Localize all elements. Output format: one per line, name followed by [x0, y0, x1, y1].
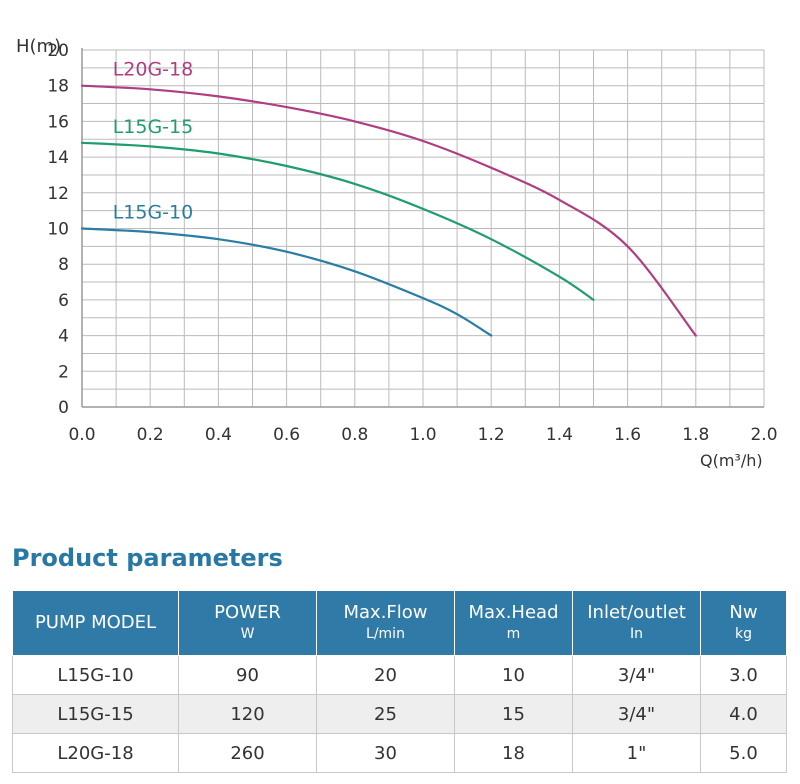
cell-nw: 5.0 — [700, 733, 787, 773]
y-tick-label: 12 — [47, 184, 69, 204]
cell-max-head: 10 — [454, 655, 573, 695]
header-unit: kg — [735, 626, 752, 642]
series-line-l15g-10 — [80, 227, 493, 337]
cell-power: 120 — [178, 694, 317, 734]
y-tick-label: 14 — [47, 148, 69, 168]
x-tick-label: 2.0 — [750, 425, 777, 445]
x-tick-label: 0.6 — [273, 425, 300, 445]
header-power: POWER W — [178, 590, 317, 656]
series-label-l15g-10: L15G-10 — [113, 202, 194, 224]
cell-nw: 3.0 — [700, 655, 787, 695]
y-tick-label: 6 — [58, 291, 69, 311]
product-parameters-table: PUMP MODEL POWER W Max.Flow L/min Max.Head… — [12, 590, 787, 773]
x-axis-title: Q(m³/h) — [700, 451, 763, 470]
table-row: L15G-10 90 20 10 3/4" 3.0 — [12, 655, 787, 695]
header-max-flow: Max.Flow L/min — [316, 590, 455, 656]
header-nw: Nw kg — [700, 590, 787, 656]
cell-max-flow: 20 — [316, 655, 455, 695]
series-label-l15g-15: L15G-15 — [113, 116, 194, 138]
cell-model: L15G-10 — [12, 655, 179, 695]
cell-max-head: 18 — [454, 733, 573, 773]
y-tick-label: 16 — [47, 112, 69, 132]
cell-inlet-outlet: 3/4" — [572, 655, 701, 695]
header-unit: m — [506, 626, 521, 642]
cell-power: 90 — [178, 655, 317, 695]
x-tick-label: 0.8 — [341, 425, 368, 445]
pump-performance-chart: 0.0 0.2 0.4 0.6 0.8 1.0 1.2 1.4 1.6 1.8 2.0 0 2 4 6 8 10… — [16, 36, 778, 470]
y-tick-label: 20 — [47, 41, 69, 61]
x-tick-label: 0.4 — [205, 425, 232, 445]
series-line-l15g-15 — [80, 141, 595, 301]
cell-max-head: 15 — [454, 694, 573, 734]
series-label-l20g-18: L20G-18 — [113, 59, 194, 81]
cell-inlet-outlet: 1" — [572, 733, 701, 773]
header-unit: In — [629, 626, 643, 642]
table-header-row: PUMP MODEL POWER W Max.Flow L/min Max.Head… — [12, 590, 787, 656]
y-axis-title: H(m) — [16, 36, 61, 57]
cell-max-flow: 25 — [316, 694, 455, 734]
header-unit: W — [240, 626, 255, 642]
x-tick-label: 1.8 — [682, 425, 709, 445]
header-pump-model: PUMP MODEL — [12, 590, 179, 656]
x-tick-label: 1.4 — [546, 425, 573, 445]
cell-inlet-outlet: 3/4" — [572, 694, 701, 734]
y-tick-label: 8 — [58, 255, 69, 275]
header-max-head: Max.Head m — [454, 590, 573, 656]
y-tick-label: 10 — [47, 220, 69, 240]
header-inlet-outlet: Inlet/outlet In — [572, 590, 701, 656]
header-unit: L/min — [366, 626, 405, 642]
y-tick-label: 18 — [47, 77, 69, 97]
y-tick-label: 0 — [58, 398, 69, 418]
table-row: L15G-15 120 25 15 3/4" 4.0 — [12, 694, 787, 734]
cell-max-flow: 30 — [316, 733, 455, 773]
y-tick-label: 2 — [58, 362, 69, 382]
series-line-l20g-18 — [80, 84, 697, 337]
cell-nw: 4.0 — [700, 694, 787, 734]
product-parameters-title: Product parameters — [12, 544, 283, 572]
x-tick-label: 1.2 — [478, 425, 505, 445]
chart-tick-labels: 0.0 0.2 0.4 0.6 0.8 1.0 1.2 1.4 1.6 1.8 2.0 0 2 4 6 8 10… — [47, 41, 777, 445]
cell-model: L15G-15 — [12, 694, 179, 734]
y-tick-label: 4 — [58, 327, 69, 347]
x-tick-label: 0.2 — [137, 425, 164, 445]
chart-series: L20G-18 L15G-15 L15G-10 — [80, 59, 697, 337]
x-tick-label: 1.6 — [614, 425, 641, 445]
x-tick-label: 0.0 — [68, 425, 95, 445]
cell-model: L20G-18 — [12, 733, 179, 773]
x-tick-label: 1.0 — [409, 425, 436, 445]
chart-grid — [81, 49, 765, 408]
cell-power: 260 — [178, 733, 317, 773]
table-row: L20G-18 260 30 18 1" 5.0 — [12, 733, 787, 773]
